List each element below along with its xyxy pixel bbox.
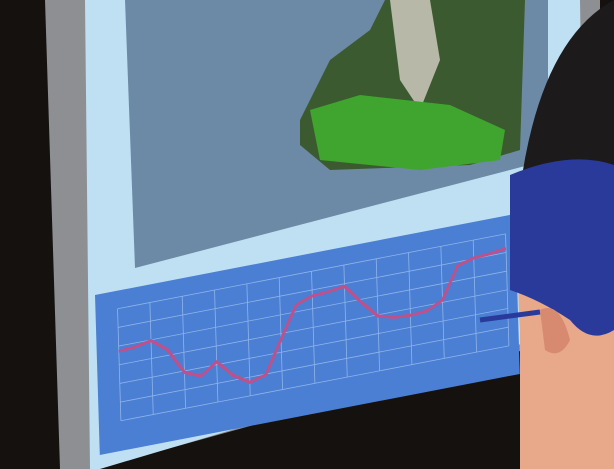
photo <box>0 0 614 469</box>
